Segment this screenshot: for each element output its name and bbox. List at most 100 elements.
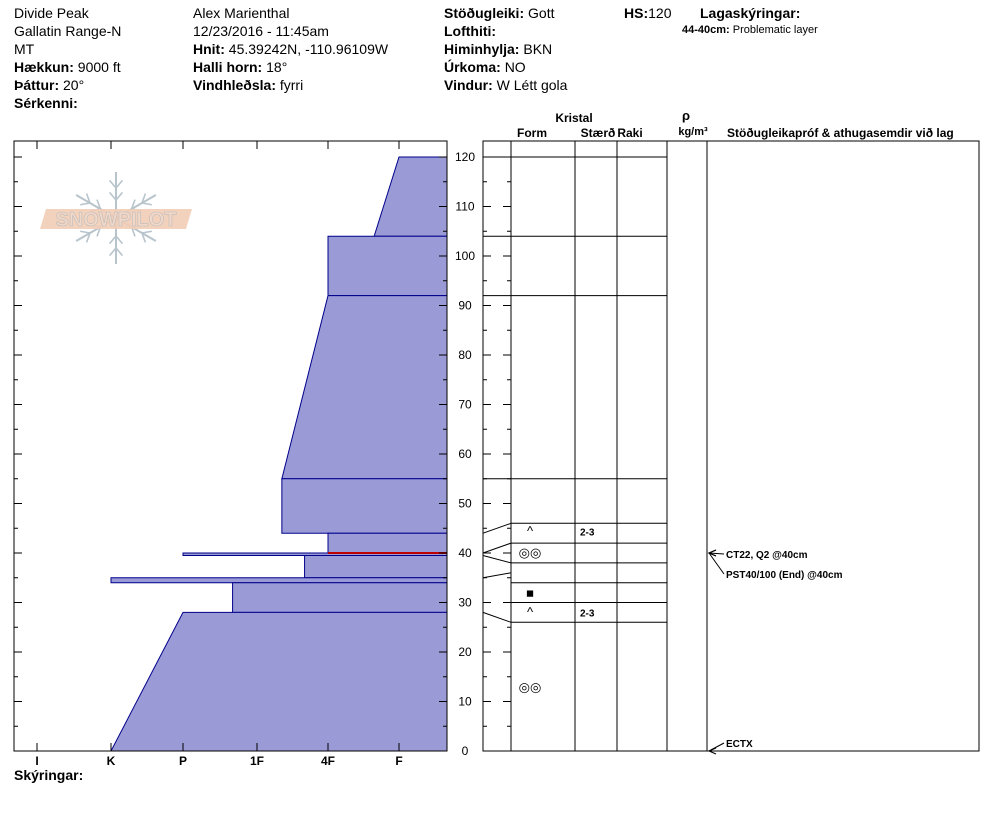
test-arrow-head: [707, 549, 717, 557]
y-tick-label: 120: [455, 150, 475, 164]
grain-form-symbol: ◎◎: [519, 545, 542, 560]
grain-form-symbol: ^: [527, 604, 534, 619]
header-layer-notes: Lagaskýringar:: [700, 5, 801, 21]
header-observer: Alex Marienthal: [193, 5, 290, 21]
y-tick-label: 30: [458, 596, 472, 610]
logo-flake-branch: [115, 247, 124, 257]
x-tick-label: I: [35, 754, 38, 768]
x-tick-label: P: [179, 754, 187, 768]
logo-flake-branch: [115, 191, 124, 201]
header-elevation: Hækkun: 9000 ft: [14, 59, 121, 75]
header-slope: Halli horn: 18°: [193, 59, 288, 75]
logo-flake-branch: [141, 230, 152, 234]
logo-flake-branch: [115, 235, 124, 245]
snowpilot-logo-text: SNOWPILOT: [55, 209, 176, 231]
footer-notes-label: Skýringar:: [14, 767, 84, 783]
header-stability: Stöðugleiki: Gott: [444, 5, 555, 21]
y-tick-label: 110: [455, 200, 474, 214]
logo-flake-branch: [108, 247, 117, 257]
form-header: Form: [517, 126, 547, 140]
header-precip: Úrkoma: NO: [444, 59, 526, 75]
layer-table-frame: [482, 140, 980, 752]
test-label: PST40/100 (End) @40cm: [726, 570, 843, 581]
test-label: CT22, Q2 @40cm: [726, 550, 808, 561]
hardness-layer: [373, 156, 448, 237]
boundary-connector: [482, 572, 512, 579]
hardness-layers: [110, 156, 448, 752]
header-features: Sérkenni:: [14, 95, 78, 111]
rho-header: ρ: [682, 108, 690, 123]
test-arrow-line: [708, 552, 725, 555]
moisture-header: Raki: [617, 126, 642, 140]
logo-flake-branch: [115, 179, 124, 189]
logo-flake-branch: [85, 232, 91, 243]
logo-flake-branch: [141, 232, 147, 243]
grain-form-symbol: ◎◎: [519, 680, 542, 695]
size-header: Stærð: [581, 126, 616, 140]
y-tick-label: 40: [458, 546, 472, 560]
x-tick-label: K: [107, 754, 116, 768]
y-tick-label: 70: [458, 398, 472, 412]
header-wind: Vindur: W Létt gola: [444, 77, 568, 93]
header-layer-note: 44-40cm: Problematic layer: [682, 24, 818, 36]
y-tick-label: 20: [458, 645, 472, 659]
hardness-layer: [281, 295, 448, 480]
test-arrow-head: [707, 747, 717, 755]
header-wind-loading: Vindhleðsla: fyrri: [193, 77, 304, 93]
logo-flake-branch: [108, 191, 117, 201]
x-tick-label: F: [395, 754, 402, 768]
grain-form-symbol: ■: [526, 586, 534, 601]
hardness-layer: [110, 611, 448, 752]
hardness-layer: [327, 532, 448, 554]
hardness-layer: [327, 235, 448, 297]
logo-banner: [40, 209, 192, 229]
snowpilot-logo: [40, 172, 192, 264]
logo-flake-branch: [108, 235, 117, 245]
boundary-connector: [482, 554, 512, 564]
hardness-layer: [110, 577, 448, 584]
grain-symbols: ^ 2-3 ◎◎ ■ ^ 2-3 ◎◎: [519, 524, 595, 695]
header-location: Divide Peak: [14, 5, 89, 21]
y-tick-label: 90: [458, 299, 472, 313]
logo-flake-branch: [96, 199, 102, 210]
header-hs: HS:120: [624, 5, 672, 21]
boundary-connector: [482, 542, 512, 554]
hardness-layer: [281, 478, 448, 534]
grain-form-symbol: ^: [527, 524, 534, 539]
header-datetime: 12/23/2016 - 11:45am: [193, 23, 329, 39]
hardness-layer: [232, 582, 448, 613]
x-tick-label: 4F: [321, 754, 335, 768]
header-air-temp: Lofthiti:: [444, 23, 497, 39]
hardness-layer: [304, 554, 448, 579]
hardness-plot-frame: [13, 140, 448, 752]
logo-flake-branch: [130, 199, 136, 210]
y-tick-label: 0: [462, 744, 469, 758]
comments-header: Stöðugleikapróf & athugasemdir við lag: [727, 126, 954, 140]
layer-boundary-lines: [483, 156, 667, 623]
header-sky: Himinhylja: BKN: [444, 41, 553, 57]
header-aspect: Þáttur: 20°: [14, 77, 85, 93]
header-coords: Hnit: 45.39242N, -110.96109W: [193, 41, 389, 57]
logo-flake-branch: [141, 193, 147, 204]
kristal-header: Kristal: [555, 111, 592, 125]
logo-flake-branch: [108, 179, 117, 189]
logo-flake-branch: [85, 193, 91, 204]
y-axis-ticks: 0 10 20 30 40 50 60 70 80 90 100 110 120: [14, 150, 511, 758]
test-label: ECTX: [726, 739, 753, 750]
stability-tests: CT22, Q2 @40cm PST40/100 (End) @40cm ECTX: [707, 549, 843, 755]
grain-size-value: 2-3: [580, 528, 595, 539]
y-tick-label: 80: [458, 348, 472, 362]
logo-flake-branch: [80, 202, 91, 206]
test-arrow-line: [708, 552, 725, 575]
y-tick-label: 50: [458, 497, 472, 511]
x-axis-ticks: I K P 1F 4F F: [35, 141, 403, 768]
logo-flake-branch: [80, 230, 91, 234]
y-tick-label: 100: [455, 249, 475, 263]
boundary-connector: [482, 522, 512, 534]
boundary-connector: [482, 611, 512, 623]
density-unit-header: kg/m³: [678, 126, 708, 138]
boundary-connectors: [482, 522, 512, 623]
x-tick-label: 1F: [250, 754, 264, 768]
logo-flake-branch: [141, 202, 152, 206]
